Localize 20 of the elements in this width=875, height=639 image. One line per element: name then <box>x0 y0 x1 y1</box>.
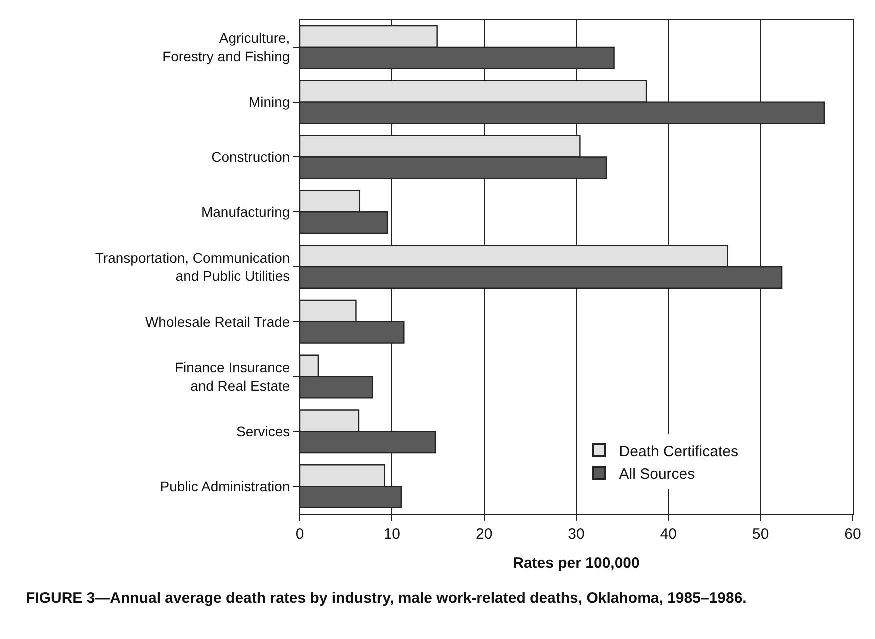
x-tick-label: 50 <box>752 526 770 543</box>
y-tick-label: Mining <box>248 94 290 110</box>
y-tick-label: Construction <box>212 149 290 166</box>
x-tick-label: 60 <box>844 526 862 543</box>
x-tick-label: 0 <box>296 526 304 543</box>
x-axis-title: Rates per 100,000 <box>513 555 640 572</box>
y-tick-label: Services <box>236 424 290 440</box>
x-tick-label: 20 <box>476 526 493 543</box>
x-tick-label: 10 <box>384 526 401 543</box>
y-tick-label: Public Administration <box>160 478 290 494</box>
y-tick-label: Finance Insurance and Real Estate <box>175 360 290 394</box>
y-tick-label: Transportation, Communication and Public Utilities <box>95 250 290 284</box>
x-tick-label: 40 <box>660 526 678 543</box>
y-tick-label: Manufacturing <box>201 204 290 220</box>
legend-label: All Sources <box>619 466 696 483</box>
y-tick-label: Wholesale Retail Trade <box>145 314 290 330</box>
y-tick-label: Agriculture, Forestry and Fishing <box>162 30 290 64</box>
caption: FIGURE 3—Annual average death rates by industry, male work-related deaths, Oklahoma, 1985–1986. <box>26 590 747 607</box>
legend-label: Death Certificates <box>619 443 738 460</box>
x-tick-label: 30 <box>568 526 585 543</box>
